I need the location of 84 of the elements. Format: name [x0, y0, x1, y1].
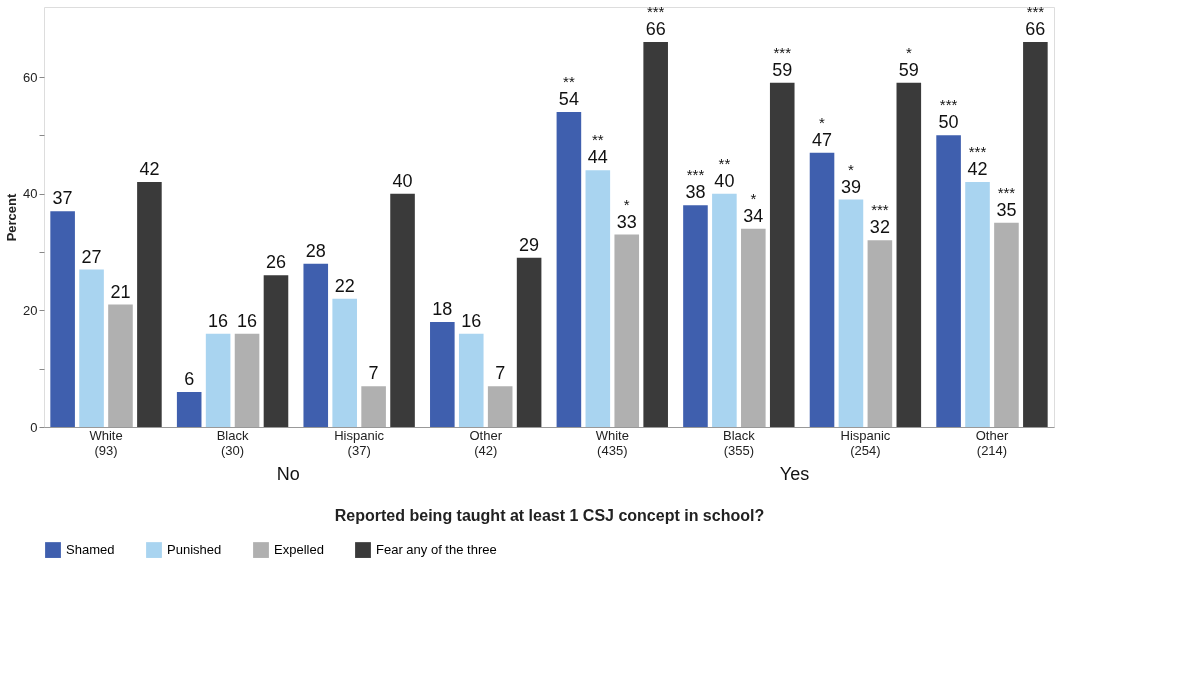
bar [809, 152, 835, 427]
bar [556, 112, 582, 427]
bar [390, 193, 415, 427]
y-tick-label: 0 [30, 419, 38, 435]
data-label: 21 [110, 281, 131, 302]
bar [176, 392, 202, 427]
y-tick-label: 20 [23, 302, 38, 318]
text: *** 59 [772, 43, 793, 80]
data-label: 16 [208, 310, 229, 331]
y-tick-label: 40 [23, 186, 38, 202]
bar [614, 234, 640, 427]
text: Yes [779, 464, 810, 484]
text: ** 44 [587, 131, 608, 168]
data-label: 29 [519, 234, 540, 255]
bar [643, 42, 668, 427]
bar [303, 263, 329, 427]
bar [108, 304, 133, 427]
bar [234, 333, 260, 427]
data-label: 6 [184, 369, 195, 389]
x-tick-label: Black (355) [722, 427, 756, 458]
bar [838, 199, 864, 427]
bar [332, 298, 357, 427]
data-label: 26 [265, 252, 286, 273]
text: No [276, 464, 300, 484]
y-tick-label: 60 [23, 69, 38, 85]
bar [137, 182, 162, 427]
bar [994, 222, 1019, 427]
x-tick-label: Other (42) [469, 427, 503, 458]
bar [1023, 42, 1048, 427]
data-label: 40 [392, 170, 413, 191]
data-label: 16 [461, 310, 482, 331]
text: *** 50 [938, 96, 959, 133]
bar [683, 205, 708, 427]
x-tick-label: Hispanic (37) [334, 427, 385, 458]
text: * 47 [812, 113, 833, 150]
data-label: 7 [368, 363, 379, 384]
bar [487, 386, 513, 427]
bar [79, 269, 104, 427]
legend-label: Shamed [66, 542, 115, 558]
bar [936, 135, 961, 427]
text: * 33 [616, 195, 637, 232]
text: * 39 [840, 160, 861, 197]
data-label: 28 [305, 240, 326, 261]
bar [361, 386, 386, 427]
bar [741, 228, 766, 427]
bar [712, 193, 737, 427]
bar [769, 82, 795, 427]
x-axis-title: Reported being taught at least 1 CSJ concept in school? [334, 506, 765, 524]
text: *** 66 [645, 3, 666, 39]
data-label: 18 [432, 299, 453, 319]
x-tick-label: White (93) [89, 427, 123, 458]
x-tick-label: Other (214) [975, 427, 1009, 458]
legend-label: Expelled [274, 542, 324, 558]
text: *** 35 [996, 183, 1017, 220]
x-tick-label: Hispanic (254) [840, 427, 891, 458]
bar [430, 322, 455, 427]
x-tick-label: White (435) [595, 427, 629, 458]
bar [516, 257, 542, 427]
text: *** 42 [967, 143, 988, 179]
data-label: 16 [237, 310, 258, 331]
bar [205, 333, 231, 427]
data-label: 42 [139, 159, 160, 179]
data-label: 7 [495, 363, 506, 384]
bar [458, 333, 484, 427]
text: *** 38 [685, 166, 706, 203]
bar [965, 182, 990, 427]
data-label: 37 [52, 188, 73, 209]
bar [867, 240, 893, 427]
text: *** 66 [1025, 3, 1046, 39]
legend-label: Punished [167, 542, 222, 558]
bar [896, 82, 922, 427]
text: * 59 [898, 43, 919, 80]
text: * 34 [743, 189, 764, 226]
y-axis-title: Percent [4, 192, 20, 242]
x-tick-label: Black (30) [216, 427, 249, 458]
bar [263, 275, 289, 427]
text: ** 40 [714, 154, 735, 191]
legend-label: Fear any of the three [376, 542, 497, 558]
data-label: 22 [334, 275, 355, 296]
bar [50, 211, 75, 427]
data-label: 27 [81, 246, 102, 267]
bar [585, 170, 611, 427]
text: ** 54 [558, 73, 579, 109]
text: *** 32 [869, 201, 890, 238]
